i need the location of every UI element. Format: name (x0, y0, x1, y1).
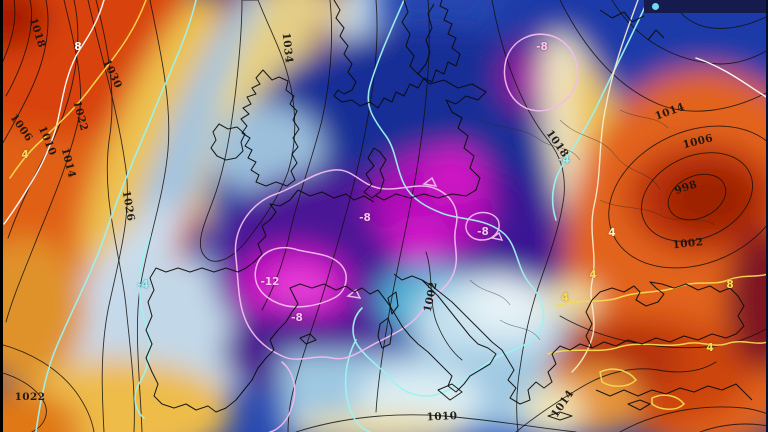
coastlines (145, 0, 753, 421)
border-lines (469, 109, 716, 341)
map-frame-left (0, 0, 3, 432)
map-frame-right (766, 0, 768, 432)
watermark-dot-icon (652, 3, 659, 10)
watermark-banner (644, 0, 766, 13)
anomaly-contours-cold (35, 0, 649, 432)
anomaly-contours-warm (3, 0, 768, 410)
